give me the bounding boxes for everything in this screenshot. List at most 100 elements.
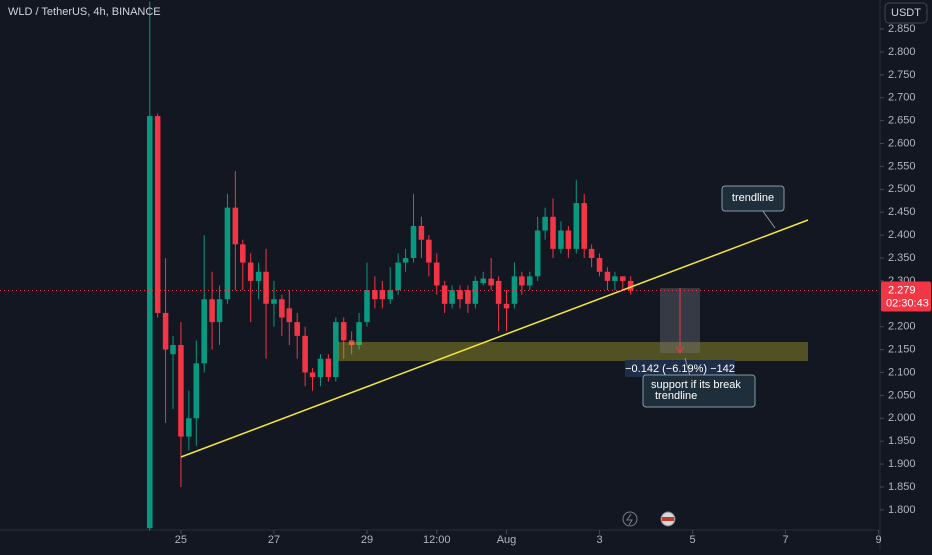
y-tick-label: 1.800 <box>888 504 916 516</box>
candle-body <box>232 207 239 245</box>
y-tick-label: 2.650 <box>888 115 916 127</box>
callout-text: trendline <box>655 390 697 402</box>
candle-body <box>472 280 479 304</box>
candle-body <box>465 290 471 304</box>
candle-body <box>426 239 432 263</box>
x-tick-label: 5 <box>689 534 695 546</box>
support-zone <box>338 342 808 361</box>
y-tick-label: 2.050 <box>888 389 916 401</box>
candle-body <box>573 203 580 249</box>
candle-body <box>534 230 541 277</box>
candle-body <box>565 230 572 249</box>
candle-body <box>596 258 603 272</box>
y-tick-label: 1.950 <box>888 435 916 447</box>
candle-body <box>395 262 401 291</box>
candle-body <box>449 290 455 304</box>
candle-body <box>410 225 417 259</box>
candle-body <box>488 278 494 286</box>
candle-body <box>162 312 169 350</box>
candle-body <box>379 290 386 300</box>
x-tick-label: 9 <box>876 534 882 546</box>
x-tick-label: 27 <box>268 534 280 546</box>
y-tick-label: 2.700 <box>888 92 916 104</box>
plot <box>147 1 634 531</box>
y-tick-label: 2.200 <box>888 321 916 333</box>
y-tick-label: 2.750 <box>888 69 916 81</box>
candle-body <box>147 116 153 529</box>
candle-body <box>348 340 355 346</box>
countdown-label: 02:30:43 <box>886 297 929 309</box>
candle-body <box>542 216 548 231</box>
callout-box <box>721 185 785 212</box>
last-price-box <box>881 281 931 312</box>
y-tick-label: 1.850 <box>888 481 916 493</box>
currency-button[interactable] <box>884 2 928 24</box>
candle-body <box>457 290 463 300</box>
event-icon[interactable] <box>622 511 638 527</box>
y-tick-label: 2.100 <box>888 366 916 378</box>
trendline <box>180 219 809 458</box>
candle-body <box>511 276 518 304</box>
event-icon-glyph <box>662 517 674 521</box>
event-icon-glyph <box>626 513 633 526</box>
callout-text: trendline <box>732 192 774 204</box>
x-tick-label: 25 <box>175 534 187 546</box>
callout-box <box>642 374 756 408</box>
y-tick-label: 2.150 <box>888 344 916 356</box>
candle-body <box>294 322 300 336</box>
candle-body <box>519 276 525 286</box>
y-tick-label: 2.000 <box>888 412 916 424</box>
callout-pointer <box>684 357 691 377</box>
candle-body <box>604 271 611 281</box>
x-tick-label: 3 <box>596 534 602 546</box>
candle-body <box>364 290 370 323</box>
x-tick-label: 7 <box>783 534 789 546</box>
measure-label: −0.142 (−6.19%) −142 <box>625 363 735 375</box>
candle-body <box>178 345 184 437</box>
y-tick-label: 2.500 <box>888 183 916 195</box>
candle-body <box>527 276 533 286</box>
candle-body <box>356 322 362 346</box>
x-tick-label: Aug <box>497 534 517 546</box>
candle-body <box>433 262 440 286</box>
candle-body <box>372 290 378 300</box>
candle-body <box>333 322 339 378</box>
candle-body <box>612 276 618 281</box>
candle-body <box>627 280 634 291</box>
y-tick-label: 1.900 <box>888 458 916 470</box>
candle-body <box>154 116 161 313</box>
candle-body <box>441 285 448 304</box>
candle-body <box>224 207 231 300</box>
chart-title: WLD / TetherUS, 4h, BINANCE <box>8 6 161 18</box>
currency-label: USDT <box>891 7 921 19</box>
candle-body <box>588 248 595 259</box>
candle-body <box>325 358 332 378</box>
candle-body <box>503 303 510 309</box>
candle-body <box>247 262 254 281</box>
candle-body <box>387 290 393 300</box>
candle-body <box>263 271 269 304</box>
measure-arrow-head <box>675 346 685 354</box>
y-tick-label: 2.550 <box>888 160 916 172</box>
y-tick-label: 2.450 <box>888 206 916 218</box>
candle-body <box>302 335 308 373</box>
callout-text: support if its break <box>651 379 741 391</box>
candle-body <box>255 271 262 281</box>
y-tick-label: 2.800 <box>888 46 916 58</box>
candle-body <box>193 363 200 419</box>
candle-body <box>286 308 293 323</box>
candle-body <box>170 345 176 355</box>
x-tick-label: 29 <box>361 534 373 546</box>
candle-body <box>271 299 277 304</box>
y-tick-label: 2.600 <box>888 137 916 149</box>
x-tick-label: 12:00 <box>423 534 451 546</box>
y-tick-label: 2.400 <box>888 229 916 241</box>
candle-body <box>418 225 425 240</box>
candle-body <box>402 258 409 263</box>
candle-body <box>216 299 223 323</box>
candle-body <box>201 299 207 364</box>
candle-body <box>279 299 285 318</box>
candle-body <box>558 230 564 249</box>
